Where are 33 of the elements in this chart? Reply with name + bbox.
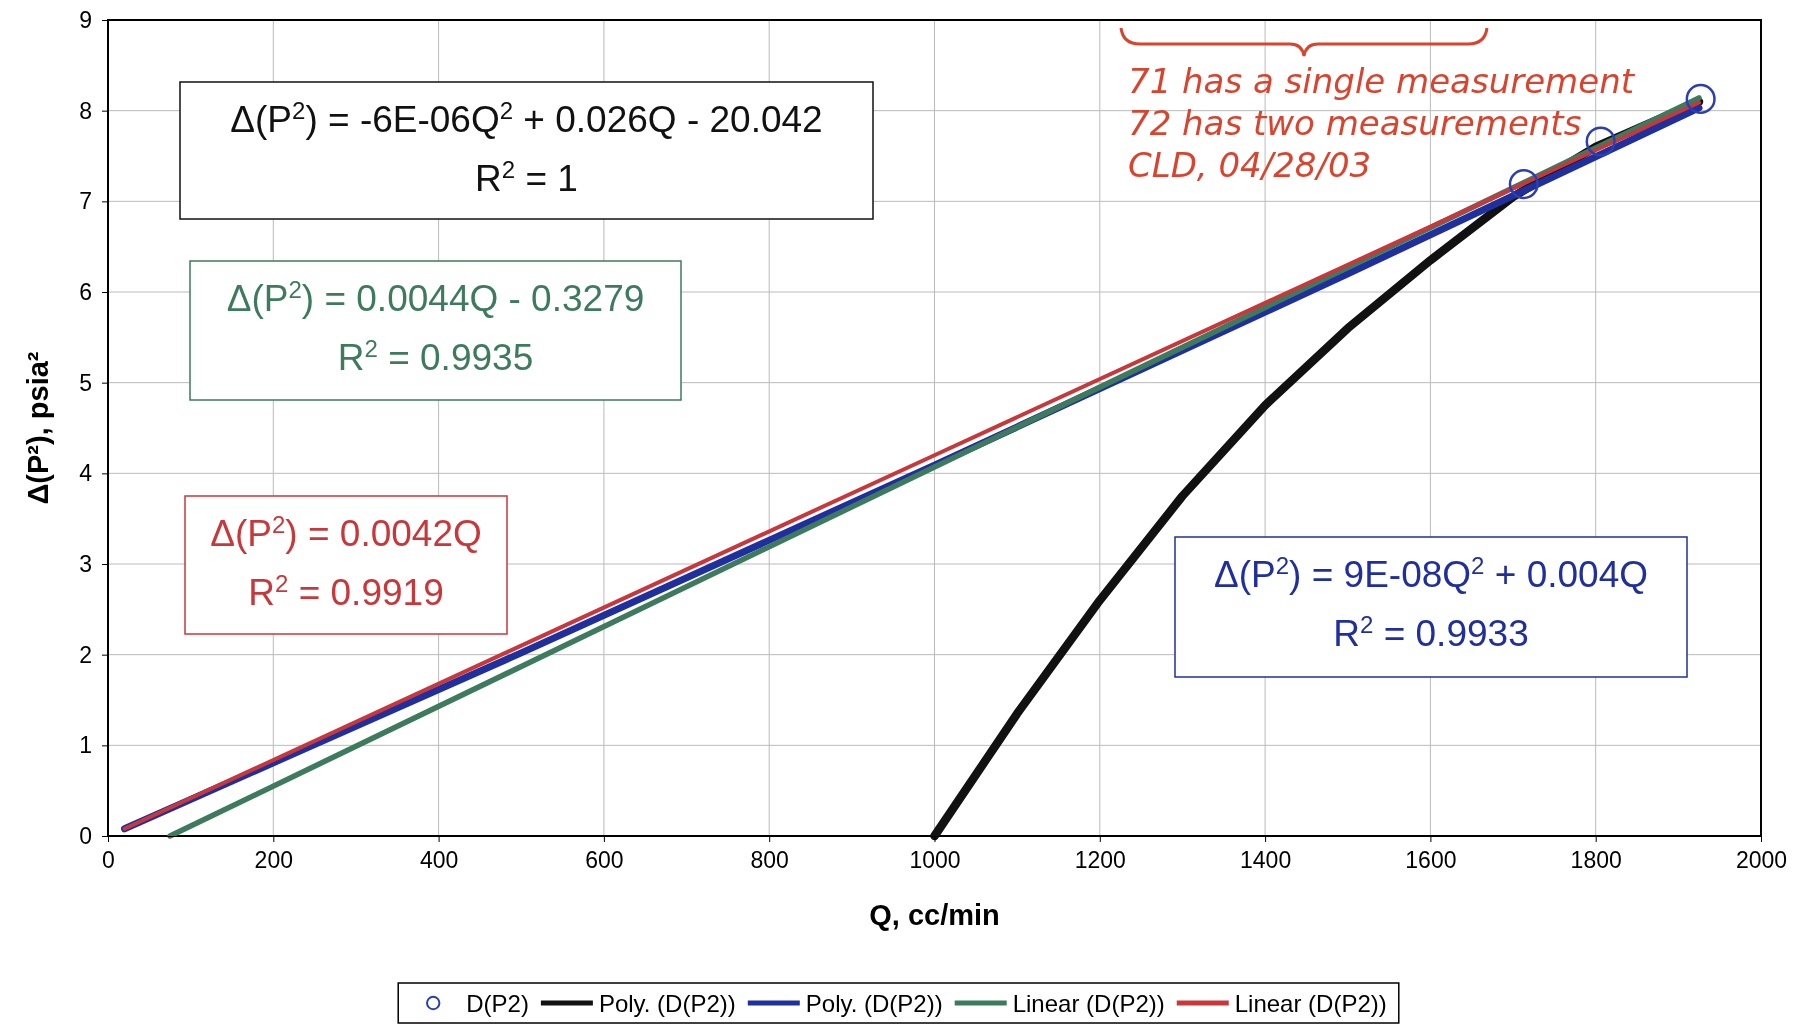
x-tick-label: 2000 <box>1735 847 1788 874</box>
y-tick-label: 5 <box>79 369 92 396</box>
x-tick-label: 600 <box>585 847 624 874</box>
x-tick-label: 1200 <box>1074 847 1126 874</box>
legend-label: Poly. (D(P2)) <box>598 990 736 1017</box>
x-tick-label: 200 <box>254 847 293 874</box>
x-tick-label: 1600 <box>1405 847 1457 874</box>
x-tick-label: 1800 <box>1570 847 1622 874</box>
text: Δ(P$^{2}$) = 9E-08Q$^{2}$ + 0.004Q R$^{2}$ = 0.9933 <box>1213 551 1649 654</box>
y-tick-label: 0 <box>79 822 92 849</box>
legend-label: Poly. (D(P2)) <box>805 990 943 1017</box>
y-tick-label: 7 <box>79 188 92 215</box>
annotation: 71 has a single measurement 72 has two measurements CLD, 04/28/03 <box>1128 61 1636 185</box>
x-tick-label: 1400 <box>1240 847 1292 874</box>
y-tick-label: 4 <box>79 460 93 487</box>
y-tick-label: 2 <box>79 641 92 668</box>
x-tick-label: 1000 <box>909 847 961 874</box>
annotation: Δ(P$^{2}$) = -6E-06Q$^{2}$ + 0.026Q - 20.042 R$^{2}$ = 1 <box>230 96 823 199</box>
legend-label: Linear (D(P2)) <box>1012 990 1165 1017</box>
legend-label: Linear (D(P2)) <box>1234 990 1387 1017</box>
annotation: Δ(P$^{2}$) = 0.0044Q - 0.3279 R$^{2}$ = 0.9935 <box>226 275 645 378</box>
x-tick-label: 400 <box>419 847 459 874</box>
y-tick-label: 3 <box>79 550 92 577</box>
x-axis-title: Q, cc/min <box>869 899 1000 931</box>
y-tick-label: 8 <box>79 97 92 124</box>
y-tick-label: 9 <box>79 6 92 33</box>
x-tick-label: 800 <box>750 847 789 874</box>
x-tick-label: 0 <box>102 847 115 874</box>
y-axis-title: Δ(P²), psia² <box>22 351 54 505</box>
legend-label: D(P2) <box>466 990 529 1017</box>
y-tick-label: 6 <box>79 278 92 305</box>
y-tick-label: 1 <box>79 732 92 759</box>
annotation: Δ(P$^{2}$) = 0.0042Q R$^{2}$ = 0.9919 <box>210 510 482 613</box>
